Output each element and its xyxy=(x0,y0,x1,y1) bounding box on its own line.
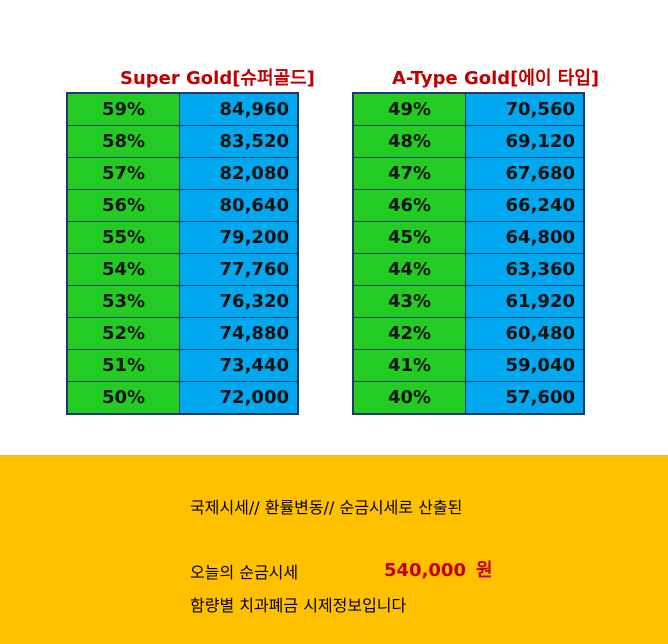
price-cell: 60,480 xyxy=(465,317,585,350)
table-row: 57% 82,080 xyxy=(66,157,299,190)
price-cell: 79,200 xyxy=(179,221,299,254)
price-cell: 69,120 xyxy=(465,125,585,158)
table-row: 54% 77,760 xyxy=(66,253,299,286)
purity-percent-cell: 45% xyxy=(352,221,466,254)
price-cell: 66,240 xyxy=(465,189,585,222)
price-cell: 72,000 xyxy=(179,381,299,415)
gold-price-unit: 원 xyxy=(475,560,493,581)
purity-percent-cell: 47% xyxy=(352,157,466,190)
super-gold-table-title: Super Gold[슈퍼골드] xyxy=(120,68,315,89)
purity-percent-cell: 52% xyxy=(66,317,180,350)
todays-gold-price-label: 오늘의 순금시세 xyxy=(190,563,299,582)
purity-percent-cell: 43% xyxy=(352,285,466,318)
a-type-gold-price-table: 49% 70,560 48% 69,120 47% 67,680 46% 66,240 45% 6… xyxy=(352,92,585,415)
price-cell: 73,440 xyxy=(179,349,299,382)
table-row: 56% 80,640 xyxy=(66,189,299,222)
purity-percent-cell: 44% xyxy=(352,253,466,286)
table-row: 40% 57,600 xyxy=(352,381,585,415)
super-gold-price-table: 59% 84,960 58% 83,520 57% 82,080 56% 80,640 55% 7… xyxy=(66,92,299,415)
purity-percent-cell: 40% xyxy=(352,381,466,415)
purity-percent-cell: 57% xyxy=(66,157,180,190)
table-row: 52% 74,880 xyxy=(66,317,299,350)
gold-price-amount: 540,000 xyxy=(384,560,466,581)
purity-percent-cell: 42% xyxy=(352,317,466,350)
table-row: 50% 72,000 xyxy=(66,381,299,415)
purity-percent-cell: 50% xyxy=(66,381,180,415)
table-row: 53% 76,320 xyxy=(66,285,299,318)
purity-percent-cell: 48% xyxy=(352,125,466,158)
price-cell: 77,760 xyxy=(179,253,299,286)
price-cell: 80,640 xyxy=(179,189,299,222)
price-cell: 59,040 xyxy=(465,349,585,382)
price-cell: 63,360 xyxy=(465,253,585,286)
price-cell: 67,680 xyxy=(465,157,585,190)
purity-percent-cell: 55% xyxy=(66,221,180,254)
table-row: 43% 61,920 xyxy=(352,285,585,318)
calculation-basis-text: 국제시세// 환률변동// 순금시세로 산출된 xyxy=(190,498,463,517)
table-row: 46% 66,240 xyxy=(352,189,585,222)
price-cell: 57,600 xyxy=(465,381,585,415)
purity-percent-cell: 54% xyxy=(66,253,180,286)
table-row: 44% 63,360 xyxy=(352,253,585,286)
purity-percent-cell: 56% xyxy=(66,189,180,222)
price-info-description: 함량별 치과폐금 시제정보입니다 xyxy=(190,596,407,615)
purity-percent-cell: 41% xyxy=(352,349,466,382)
table-row: 45% 64,800 xyxy=(352,221,585,254)
table-row: 55% 79,200 xyxy=(66,221,299,254)
table-row: 49% 70,560 xyxy=(352,92,585,126)
price-cell: 64,800 xyxy=(465,221,585,254)
purity-percent-cell: 53% xyxy=(66,285,180,318)
price-cell: 82,080 xyxy=(179,157,299,190)
table-row: 58% 83,520 xyxy=(66,125,299,158)
table-row: 47% 67,680 xyxy=(352,157,585,190)
table-row: 41% 59,040 xyxy=(352,349,585,382)
gold-price-info-panel: 국제시세// 환률변동// 순금시세로 산출된 오늘의 순금시세 540,000… xyxy=(0,455,668,644)
purity-percent-cell: 59% xyxy=(66,92,180,126)
price-cell: 61,920 xyxy=(465,285,585,318)
table-row: 42% 60,480 xyxy=(352,317,585,350)
table-row: 59% 84,960 xyxy=(66,92,299,126)
a-type-gold-table-title: A-Type Gold[에이 타입] xyxy=(392,68,600,89)
todays-gold-price: 540,000 원 xyxy=(384,556,493,582)
price-cell: 74,880 xyxy=(179,317,299,350)
price-cell: 84,960 xyxy=(179,92,299,126)
table-row: 48% 69,120 xyxy=(352,125,585,158)
purity-percent-cell: 49% xyxy=(352,92,466,126)
price-cell: 83,520 xyxy=(179,125,299,158)
price-cell: 76,320 xyxy=(179,285,299,318)
price-cell: 70,560 xyxy=(465,92,585,126)
purity-percent-cell: 46% xyxy=(352,189,466,222)
table-row: 51% 73,440 xyxy=(66,349,299,382)
purity-percent-cell: 51% xyxy=(66,349,180,382)
purity-percent-cell: 58% xyxy=(66,125,180,158)
